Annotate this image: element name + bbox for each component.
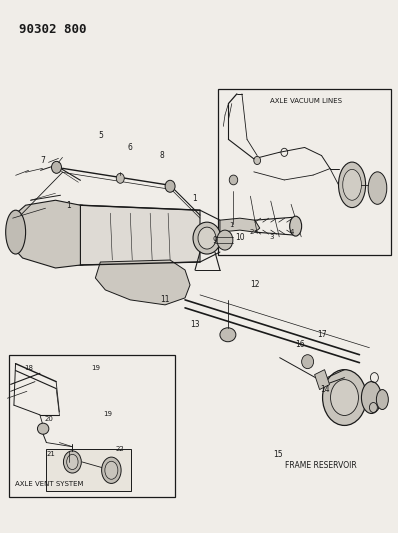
- Text: 16: 16: [295, 340, 304, 349]
- Polygon shape: [80, 205, 200, 265]
- Ellipse shape: [361, 382, 381, 414]
- Text: AXLE VACUUM LINES: AXLE VACUUM LINES: [270, 98, 342, 103]
- Bar: [47, 449, 131, 491]
- Ellipse shape: [165, 180, 175, 192]
- Text: 4: 4: [289, 229, 294, 235]
- Text: 6: 6: [128, 143, 133, 152]
- Text: FRAME RESERVOIR: FRAME RESERVOIR: [285, 462, 357, 470]
- Ellipse shape: [116, 173, 124, 183]
- Text: 12: 12: [250, 280, 259, 289]
- Ellipse shape: [62, 205, 98, 265]
- Ellipse shape: [193, 222, 221, 254]
- Ellipse shape: [51, 161, 61, 173]
- Ellipse shape: [254, 156, 261, 165]
- Polygon shape: [11, 200, 80, 268]
- Ellipse shape: [198, 227, 216, 249]
- Ellipse shape: [37, 423, 49, 434]
- Text: 19: 19: [91, 365, 100, 370]
- Ellipse shape: [302, 354, 314, 369]
- Text: 2: 2: [250, 229, 254, 235]
- Ellipse shape: [339, 162, 366, 207]
- Ellipse shape: [377, 390, 388, 409]
- Ellipse shape: [290, 216, 302, 236]
- Ellipse shape: [331, 379, 359, 416]
- Polygon shape: [96, 260, 190, 305]
- Text: 14: 14: [320, 385, 330, 394]
- Ellipse shape: [67, 454, 78, 470]
- Text: 8: 8: [160, 151, 164, 160]
- Text: 9: 9: [213, 236, 217, 245]
- Ellipse shape: [343, 169, 361, 200]
- Text: 19: 19: [103, 411, 112, 417]
- Text: 7: 7: [40, 156, 45, 165]
- Text: 1: 1: [230, 222, 234, 228]
- Text: 17: 17: [317, 330, 326, 340]
- Text: 5: 5: [98, 131, 103, 140]
- Ellipse shape: [322, 370, 367, 425]
- Text: 15: 15: [273, 450, 283, 459]
- Text: 3: 3: [269, 234, 274, 240]
- Bar: [218, 88, 391, 255]
- Text: 11: 11: [160, 295, 170, 304]
- Ellipse shape: [63, 451, 81, 473]
- Text: 1: 1: [193, 193, 197, 203]
- Ellipse shape: [220, 328, 236, 342]
- Text: 21: 21: [46, 451, 55, 457]
- Text: AXLE VENT SYSTEM: AXLE VENT SYSTEM: [15, 481, 83, 487]
- Bar: [9, 354, 175, 497]
- Polygon shape: [220, 218, 260, 232]
- Text: 10: 10: [235, 232, 245, 241]
- Ellipse shape: [229, 175, 238, 185]
- Text: 1: 1: [66, 201, 71, 209]
- Text: 90302 800: 90302 800: [19, 23, 86, 36]
- Text: 13: 13: [190, 320, 200, 329]
- Ellipse shape: [217, 230, 233, 250]
- Text: 20: 20: [44, 416, 53, 423]
- Text: 18: 18: [24, 365, 33, 370]
- Text: 22: 22: [116, 446, 125, 453]
- Ellipse shape: [6, 210, 25, 254]
- Ellipse shape: [101, 457, 121, 483]
- Polygon shape: [314, 370, 330, 390]
- Ellipse shape: [368, 172, 387, 204]
- Ellipse shape: [105, 461, 118, 479]
